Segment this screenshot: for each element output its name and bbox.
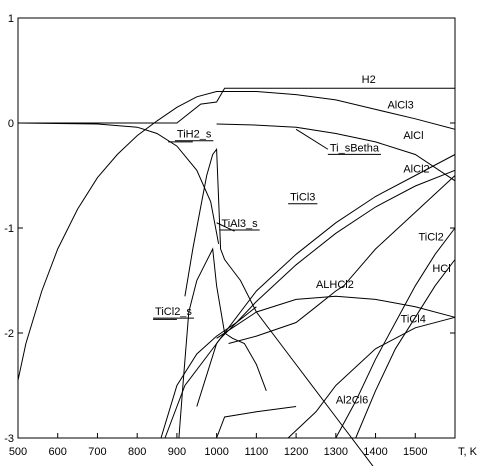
plot-frame: [17, 17, 456, 439]
series-label-alcl3: AlCl3: [387, 99, 413, 111]
series-line-ti-sbetha: [228, 175, 456, 344]
y-tick-label-0: 0: [8, 118, 14, 130]
series-label-ticl4: TiCl4: [401, 314, 426, 326]
series-line-ticl2-s: [178, 247, 267, 439]
series-label-hcl: HCl: [432, 263, 450, 275]
series-line-ticl2: [335, 227, 456, 439]
x-axis-label: T, K: [458, 446, 477, 458]
series-label-alhcl2: ALHCl2: [316, 279, 354, 291]
x-tick-label-1500: 1500: [403, 446, 427, 458]
series-line-hcl: [355, 259, 456, 439]
series-line-ticl3: [220, 169, 456, 339]
series-line-alhcl2: [216, 295, 456, 339]
x-tick-label-800: 800: [128, 446, 146, 458]
series-line-tial3-s: [184, 147, 374, 466]
x-tick-label-1300: 1300: [324, 446, 348, 458]
leader-ti-sbetha: [295, 128, 329, 150]
series-label-alcl2: AlCl2: [403, 163, 429, 175]
series-line-ticl4: [287, 316, 456, 439]
series-line-unlabeled-14: [216, 406, 297, 439]
y-tick-label--3: -3: [4, 433, 14, 445]
x-tick-label-900: 900: [168, 446, 186, 458]
series-line-h2: [18, 87, 455, 124]
x-tick-label-500: 500: [9, 446, 27, 458]
x-tick-label-1100: 1100: [245, 446, 269, 458]
series-label-ticl2-s: TiCl2_s: [155, 306, 192, 318]
series-label-tial3-s: TiAl3_s: [221, 218, 258, 230]
x-tick-label-600: 600: [49, 446, 67, 458]
series-label-ticl2: TiCl2: [418, 232, 443, 244]
series-label-alcl: AlCl: [403, 130, 423, 142]
series-line-tih2-s: [17, 122, 220, 244]
axis-ticks: 500 600 700 800 900 1000 1100 1200 1300 1400 1500 T…: [4, 13, 477, 458]
x-tick-label-1000: 1000: [204, 446, 228, 458]
y-tick-label--2: -2: [4, 328, 14, 340]
series-line-alcl: [216, 123, 456, 182]
series-line-unlabeled-15: [164, 332, 225, 439]
series-label-tih2-s: TiH2_s: [177, 129, 212, 141]
x-tick-label-700: 700: [88, 446, 106, 458]
y-tick-label--1: -1: [4, 223, 14, 235]
series-line-al2cl6: [160, 306, 257, 439]
series-label-ti-sbetha: Ti_sBetha: [330, 142, 380, 154]
series-label-al2cl6: Al2Cl6: [336, 394, 368, 406]
series-label-h2: H2: [362, 74, 376, 86]
x-tick-label-1400: 1400: [363, 446, 387, 458]
x-tick-label-1200: 1200: [284, 446, 308, 458]
y-tick-label-1: 1: [8, 13, 14, 25]
series-line-alcl3: [17, 91, 456, 381]
series-curves: [17, 87, 456, 466]
series-labels: H2 AlCl3 AlCl Ti_sBetha AlCl2 TiCl3 TiH2_s TiAl…: [153, 74, 451, 406]
series-label-ticl3: TiCl3: [290, 192, 315, 204]
